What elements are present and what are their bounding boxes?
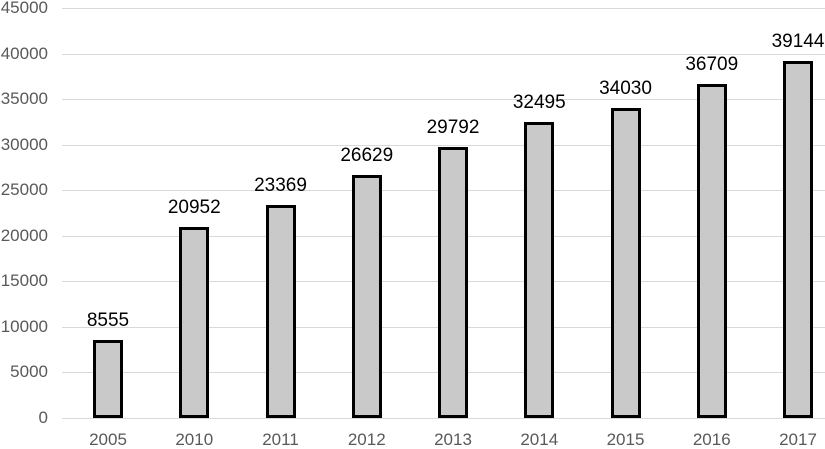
x-axis-tick-label: 2017 xyxy=(779,430,817,449)
bar-data-label: 23369 xyxy=(254,175,307,197)
bar-2016 xyxy=(696,83,727,418)
bar-2005 xyxy=(93,340,123,418)
bar-data-label: 34030 xyxy=(599,77,652,99)
gridline xyxy=(62,8,825,9)
bar-2012 xyxy=(351,175,382,418)
bar-2010 xyxy=(179,227,210,418)
y-axis-tick-label: 20000 xyxy=(0,225,48,245)
bar-data-label: 39144 xyxy=(771,31,825,53)
gridline xyxy=(62,99,825,101)
bar-2013 xyxy=(438,146,468,418)
bar-data-label: 29792 xyxy=(426,116,480,138)
bar-data-label: 26629 xyxy=(340,145,394,167)
x-axis-tick-label: 2012 xyxy=(347,430,386,449)
y-axis-tick-label: 0 xyxy=(38,408,48,427)
gridline xyxy=(62,53,825,55)
bar-data-label: 36709 xyxy=(685,53,739,75)
x-axis-tick-label: 2014 xyxy=(520,430,559,449)
gridline xyxy=(62,144,825,146)
x-axis-tick-label: 2015 xyxy=(606,430,645,449)
y-axis-tick-label: 10000 xyxy=(0,316,48,336)
bar-data-label: 32495 xyxy=(512,91,566,113)
bar-2014 xyxy=(524,121,555,418)
bar-2015 xyxy=(610,107,641,418)
y-axis-tick-label: 45000 xyxy=(0,0,48,17)
bar-data-label: 20952 xyxy=(167,197,221,219)
y-axis-tick-label: 30000 xyxy=(0,134,48,154)
x-axis-tick-label: 2016 xyxy=(692,430,731,449)
x-axis-tick-label: 2010 xyxy=(175,430,214,449)
bar-2011 xyxy=(265,205,296,418)
y-axis-tick-label: 40000 xyxy=(0,43,48,63)
bar-data-label: 8555 xyxy=(86,310,130,332)
y-axis-tick-label: 35000 xyxy=(0,89,48,109)
y-axis-tick-label: 15000 xyxy=(0,271,48,291)
x-axis-tick-label: 2011 xyxy=(262,430,299,449)
x-axis-tick-label: 2013 xyxy=(434,430,472,449)
plot-area: 8555 20952 23369 26629 29792 32495 34030 36709 3… xyxy=(62,8,825,419)
x-axis-line xyxy=(62,418,825,419)
bar-2017 xyxy=(783,61,813,418)
x-axis-tick-label: 2005 xyxy=(89,430,127,449)
y-axis-tick-label: 5000 xyxy=(10,362,48,382)
y-axis-tick-label: 25000 xyxy=(0,180,48,200)
